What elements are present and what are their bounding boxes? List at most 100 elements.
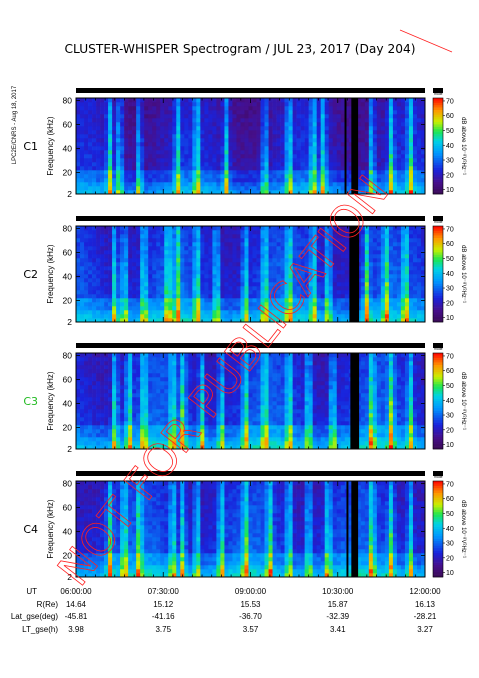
- spectrogram-cell: [320, 278, 326, 283]
- spectrogram-cell: [80, 353, 85, 358]
- y-tick-label: 2: [67, 317, 72, 327]
- spectrogram-cell: [412, 274, 418, 279]
- spectrogram-cell: [268, 174, 273, 179]
- spectrogram-cell: [260, 122, 265, 127]
- spectrogram-cell: [148, 262, 153, 267]
- spectrogram-cell: [192, 226, 197, 231]
- spectrogram-cell: [400, 126, 406, 131]
- spectrogram-cell: [248, 270, 253, 275]
- spectrogram-cell: [340, 118, 346, 123]
- spectrogram-cell: [228, 294, 233, 299]
- spectrogram-cell: [220, 246, 225, 251]
- spectrogram-cell: [120, 122, 125, 127]
- spectrogram-cell: [104, 310, 109, 315]
- spectrogram-cell: [336, 162, 342, 167]
- spectrogram-cell: [76, 262, 81, 267]
- spectrogram-cell: [336, 226, 342, 231]
- spectrogram-cell: [120, 258, 125, 263]
- spectrogram-cell: [80, 306, 85, 311]
- spectrogram-cell: [316, 126, 321, 131]
- spectrogram-cell: [420, 318, 426, 323]
- spectrogram-cell: [184, 278, 189, 283]
- spectrogram-cell: [104, 114, 109, 119]
- spectrogram-cell: [128, 270, 133, 275]
- spectrogram-cell: [108, 369, 113, 374]
- spectrogram-cell: [116, 397, 121, 402]
- spectrogram-cell: [392, 310, 398, 315]
- spectrogram-cell: [276, 170, 281, 175]
- spectrogram-cell: [364, 282, 370, 287]
- spectrogram-cell: [248, 298, 253, 303]
- spectrogram-cell: [168, 106, 173, 111]
- spectrogram-cell: [412, 122, 418, 127]
- spectrogram-cell: [316, 138, 321, 143]
- spectrogram-cell: [128, 294, 133, 299]
- spectrogram-cell: [104, 429, 109, 434]
- spectrogram-cell: [84, 294, 89, 299]
- spectrogram-cell: [292, 190, 297, 195]
- spectrogram-cell: [196, 190, 201, 195]
- spectrogram-cell: [164, 250, 169, 255]
- spectrogram-cell: [240, 146, 245, 151]
- spectrogram-cell: [308, 238, 313, 243]
- spectrogram-cell: [348, 178, 354, 183]
- spectrogram-cell: [212, 302, 217, 307]
- spectrogram-cell: [116, 242, 121, 247]
- spectrogram-cell: [364, 106, 370, 111]
- spectrogram-cell: [84, 118, 89, 123]
- spectrogram-cell: [88, 294, 93, 299]
- spectrogram-cell: [312, 98, 317, 103]
- spectrogram-cell: [188, 254, 193, 259]
- spectrogram-cell: [168, 258, 173, 263]
- spectrogram-cell: [156, 238, 161, 243]
- spectrogram-cell: [104, 250, 109, 255]
- spectrogram-cell: [168, 170, 173, 175]
- spectrogram-cell: [208, 270, 213, 275]
- spectrogram-cell: [168, 298, 173, 303]
- spectrogram-cell: [408, 306, 414, 311]
- spectrogram-cell: [112, 417, 117, 422]
- spectrogram-cell: [308, 166, 313, 171]
- spectrogram-cell: [420, 118, 426, 123]
- spectrogram-cell: [108, 158, 113, 163]
- spectrogram-cell: [232, 266, 237, 271]
- spectrogram-cell: [212, 178, 217, 183]
- spectrogram-cell: [200, 110, 205, 115]
- spectrogram-cell: [412, 126, 418, 131]
- spectrogram-cell: [76, 238, 81, 243]
- spectrogram-cell: [296, 146, 301, 151]
- spectrogram-cell: [92, 122, 97, 127]
- spectrogram-cell: [268, 106, 273, 111]
- spectrogram-cell: [236, 286, 241, 291]
- spectrogram-cell: [416, 106, 422, 111]
- spectrogram-cell: [260, 158, 265, 163]
- spectrogram-cell: [376, 282, 382, 287]
- spectrogram-cell: [112, 146, 117, 151]
- spectrogram-cell: [376, 318, 382, 323]
- spectrogram-cell: [80, 190, 85, 195]
- spectrogram-cell: [376, 130, 382, 135]
- spectrogram-cell: [116, 377, 121, 382]
- spectrogram-cell: [208, 190, 213, 195]
- spectrogram-cell: [224, 314, 229, 319]
- spectrogram-cell: [328, 178, 334, 183]
- spectrogram-cell: [136, 433, 141, 438]
- spectrogram-cell: [276, 158, 281, 163]
- spectrogram-cell: [144, 258, 149, 263]
- spectrogram-cell: [196, 274, 201, 279]
- spectrogram-cell: [120, 290, 125, 295]
- spectrogram-cell: [204, 98, 209, 103]
- spectrogram-cell: [400, 234, 406, 239]
- spectrogram-cell: [356, 146, 362, 151]
- spectrogram-cell: [200, 294, 205, 299]
- spectrogram-cell: [420, 134, 426, 139]
- spectrogram-cell: [228, 186, 233, 191]
- spectrogram-cell: [360, 158, 366, 163]
- spectrogram-cell: [412, 262, 418, 267]
- spectrogram-cell: [144, 126, 149, 131]
- spectrogram-cell: [196, 310, 201, 315]
- spectrogram-cell: [160, 290, 165, 295]
- spectrogram-cell: [116, 150, 121, 155]
- spectrogram-cell: [84, 190, 89, 195]
- spectrogram-cell: [108, 150, 113, 155]
